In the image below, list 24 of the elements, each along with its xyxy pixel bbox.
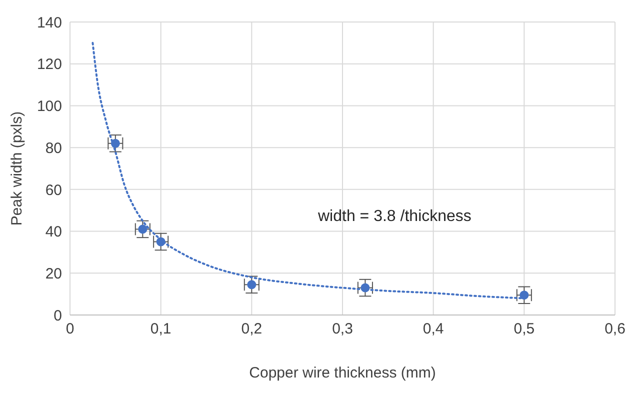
annotation: width = 3.8 /thickness	[318, 208, 472, 226]
y-tick-label: 140	[36, 14, 62, 32]
point	[156, 237, 166, 246]
point	[110, 138, 120, 148]
x-tick-label: 0	[66, 320, 74, 338]
y-tick-label: 120	[36, 56, 62, 74]
y-axis-title: Peak width (pxls)	[8, 111, 26, 226]
point	[138, 224, 148, 234]
y-tick-label: 0	[54, 307, 62, 324]
y-tick-label: 80	[45, 140, 62, 157]
x-tick-label: 0,2	[241, 320, 262, 338]
y-tick-label: 20	[45, 265, 62, 282]
y-tick-label: 40	[45, 224, 62, 241]
y-tick-label: 100	[36, 98, 62, 116]
point	[360, 283, 370, 292]
point	[520, 290, 529, 300]
x-tick-label: 0,3	[332, 320, 353, 338]
point	[247, 280, 256, 290]
x-tick-label: 0,4	[422, 320, 444, 338]
x-tick-label: 0,1	[150, 320, 172, 338]
x-tick-label: 0,5	[514, 320, 535, 338]
y-tick-label: 60	[45, 182, 62, 199]
x-axis-title: Copper wire thickness (mm)	[249, 364, 436, 382]
x-tick-label: 0,6	[604, 320, 626, 338]
